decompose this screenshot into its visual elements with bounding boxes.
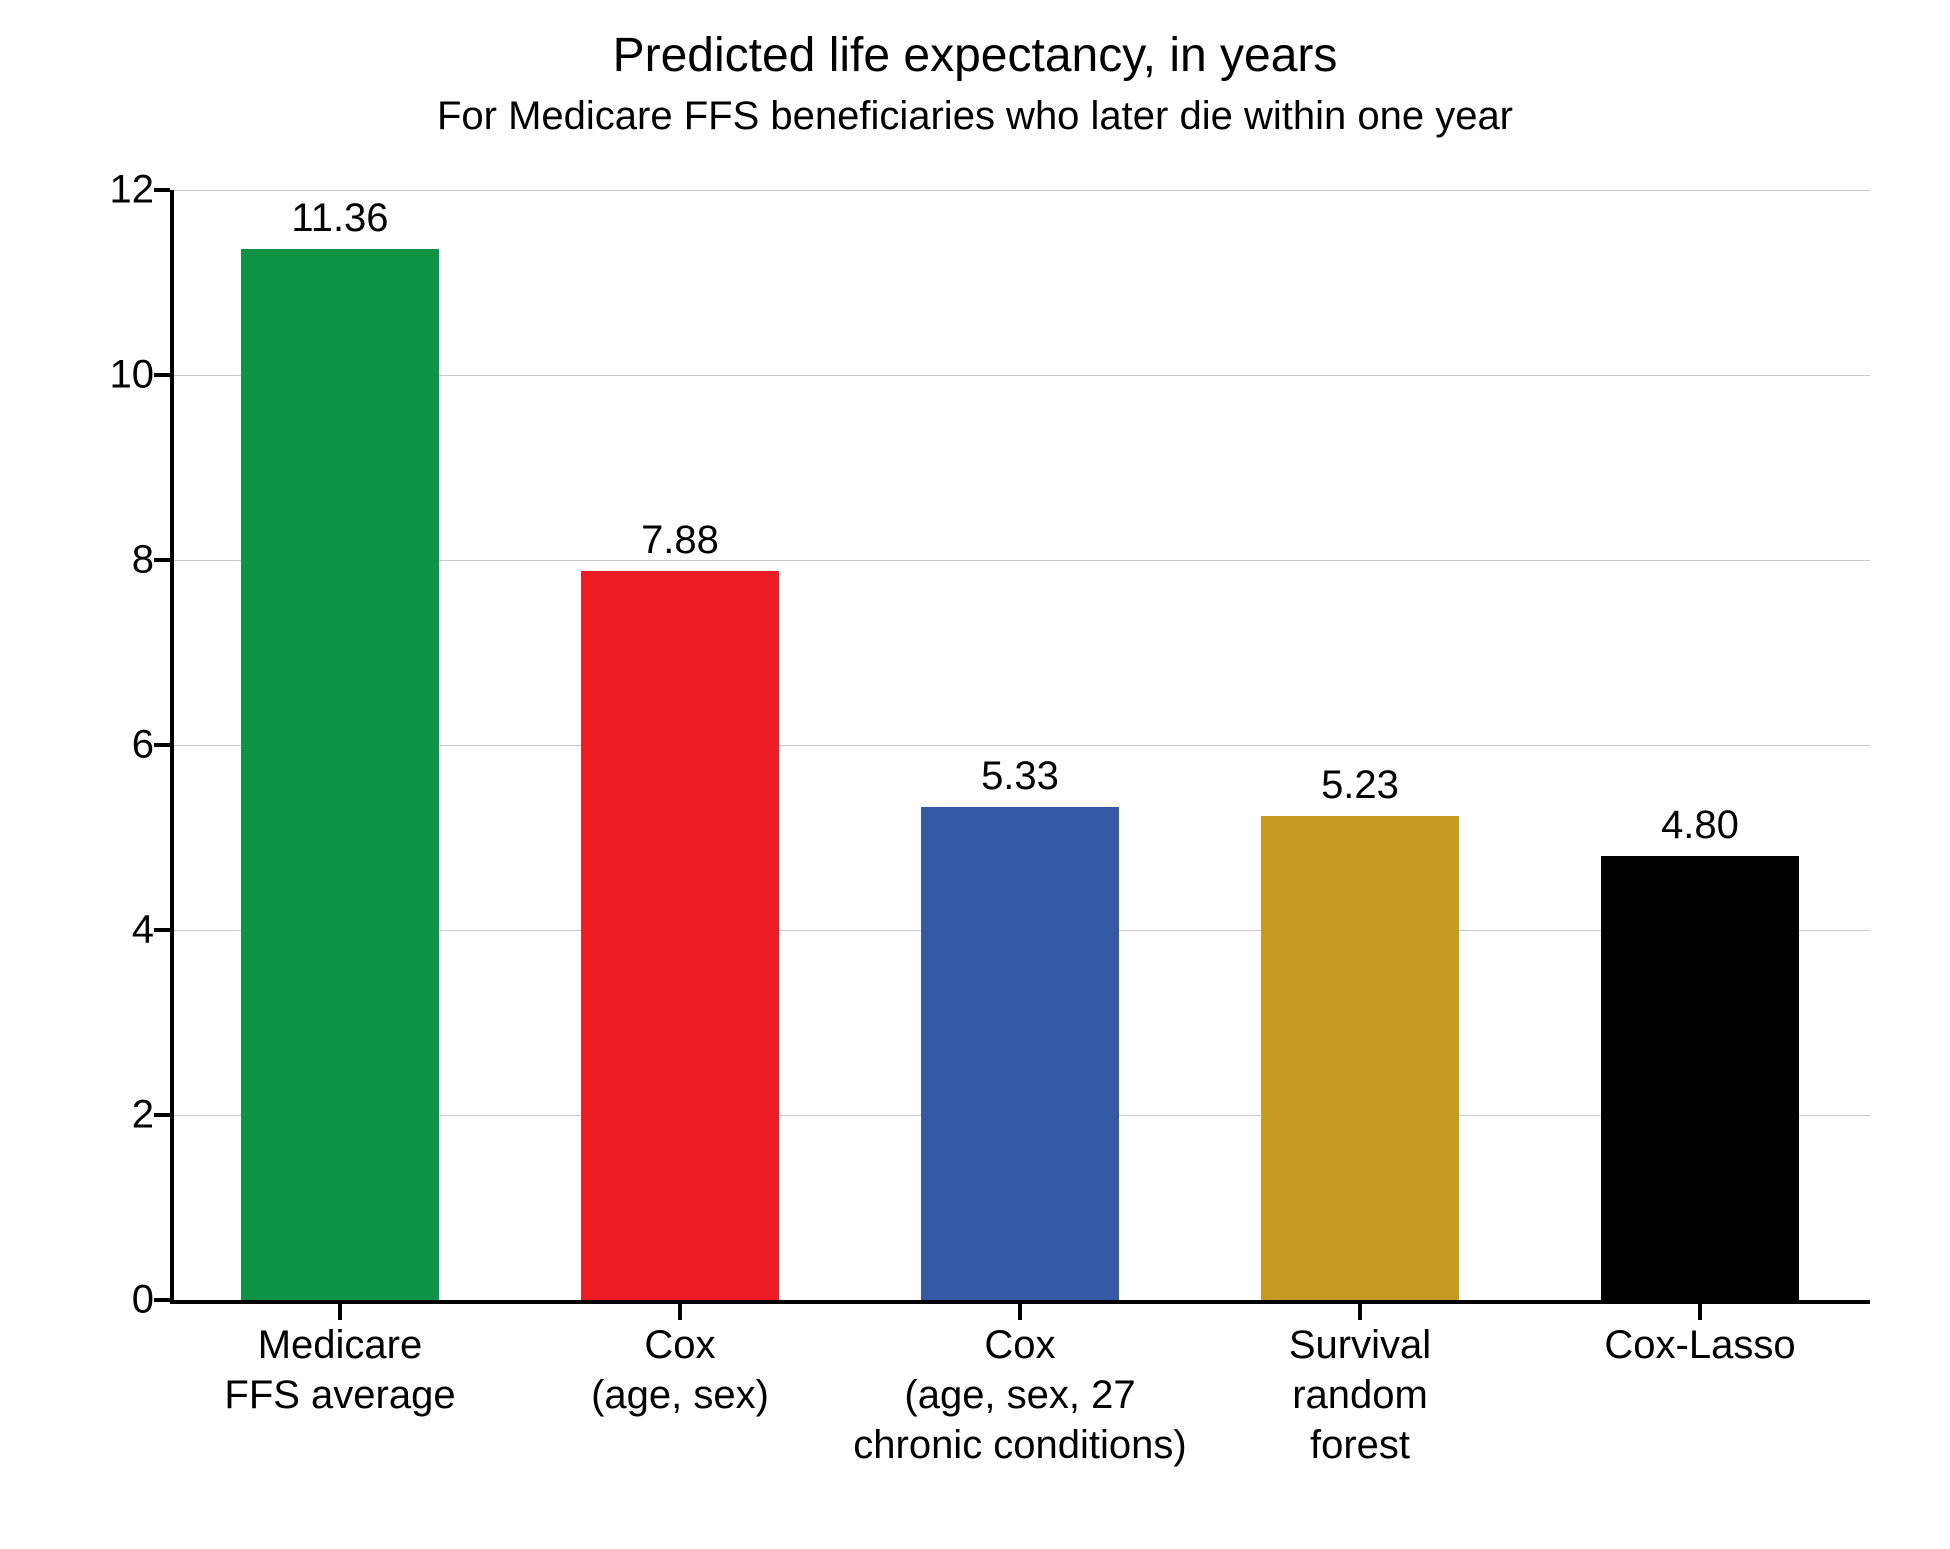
- bar: [1261, 816, 1458, 1300]
- x-tick-label-line: forest: [1190, 1420, 1530, 1470]
- bar-value-label: 11.36: [170, 196, 510, 241]
- bar: [241, 249, 438, 1300]
- x-tick-label-line: (age, sex): [510, 1370, 850, 1420]
- y-tick-label: 6: [132, 723, 154, 768]
- x-tick: [338, 1304, 342, 1320]
- chart-subtitle: For Medicare FFS beneficiaries who later…: [0, 94, 1950, 139]
- y-tick-label: 8: [132, 538, 154, 583]
- bar: [921, 807, 1118, 1300]
- bar-chart: Predicted life expectancy, in years For …: [0, 0, 1950, 1549]
- x-tick-label-line: Cox-Lasso: [1530, 1320, 1870, 1370]
- x-tick: [1698, 1304, 1702, 1320]
- x-tick-label: Survivalrandomforest: [1190, 1320, 1530, 1470]
- x-tick-label: MedicareFFS average: [170, 1320, 510, 1420]
- y-tick-label: 12: [110, 168, 155, 213]
- x-tick-label: Cox(age, sex, 27chronic conditions): [850, 1320, 1190, 1470]
- y-tick-label: 4: [132, 908, 154, 953]
- y-tick: [154, 1298, 170, 1302]
- y-tick-label: 10: [110, 353, 155, 398]
- x-tick: [1018, 1304, 1022, 1320]
- bar-value-label: 5.33: [850, 754, 1190, 799]
- y-tick: [154, 373, 170, 377]
- y-tick-label: 0: [132, 1278, 154, 1323]
- chart-title: Predicted life expectancy, in years: [0, 28, 1950, 83]
- x-tick-label: Cox-Lasso: [1530, 1320, 1870, 1370]
- gridline: [170, 190, 1870, 191]
- x-tick-label-line: (age, sex, 27: [850, 1370, 1190, 1420]
- bar-value-label: 4.80: [1530, 803, 1870, 848]
- plot-area: 02468101211.36MedicareFFS average7.88Cox…: [170, 190, 1870, 1300]
- bar: [1601, 856, 1798, 1300]
- y-tick: [154, 1113, 170, 1117]
- y-tick: [154, 558, 170, 562]
- x-tick-label: Cox(age, sex): [510, 1320, 850, 1420]
- x-tick-label-line: random: [1190, 1370, 1530, 1420]
- y-axis-line: [170, 190, 174, 1300]
- y-tick: [154, 928, 170, 932]
- y-tick: [154, 188, 170, 192]
- x-tick-label-line: Cox: [510, 1320, 850, 1370]
- y-tick-label: 2: [132, 1093, 154, 1138]
- x-tick-label-line: FFS average: [170, 1370, 510, 1420]
- y-tick: [154, 743, 170, 747]
- x-tick-label-line: chronic conditions): [850, 1420, 1190, 1470]
- x-axis-line: [170, 1300, 1870, 1304]
- bar-value-label: 7.88: [510, 518, 850, 563]
- x-tick: [678, 1304, 682, 1320]
- x-tick-label-line: Survival: [1190, 1320, 1530, 1370]
- bar: [581, 571, 778, 1300]
- bar-value-label: 5.23: [1190, 763, 1530, 808]
- x-tick: [1358, 1304, 1362, 1320]
- x-tick-label-line: Cox: [850, 1320, 1190, 1370]
- x-tick-label-line: Medicare: [170, 1320, 510, 1370]
